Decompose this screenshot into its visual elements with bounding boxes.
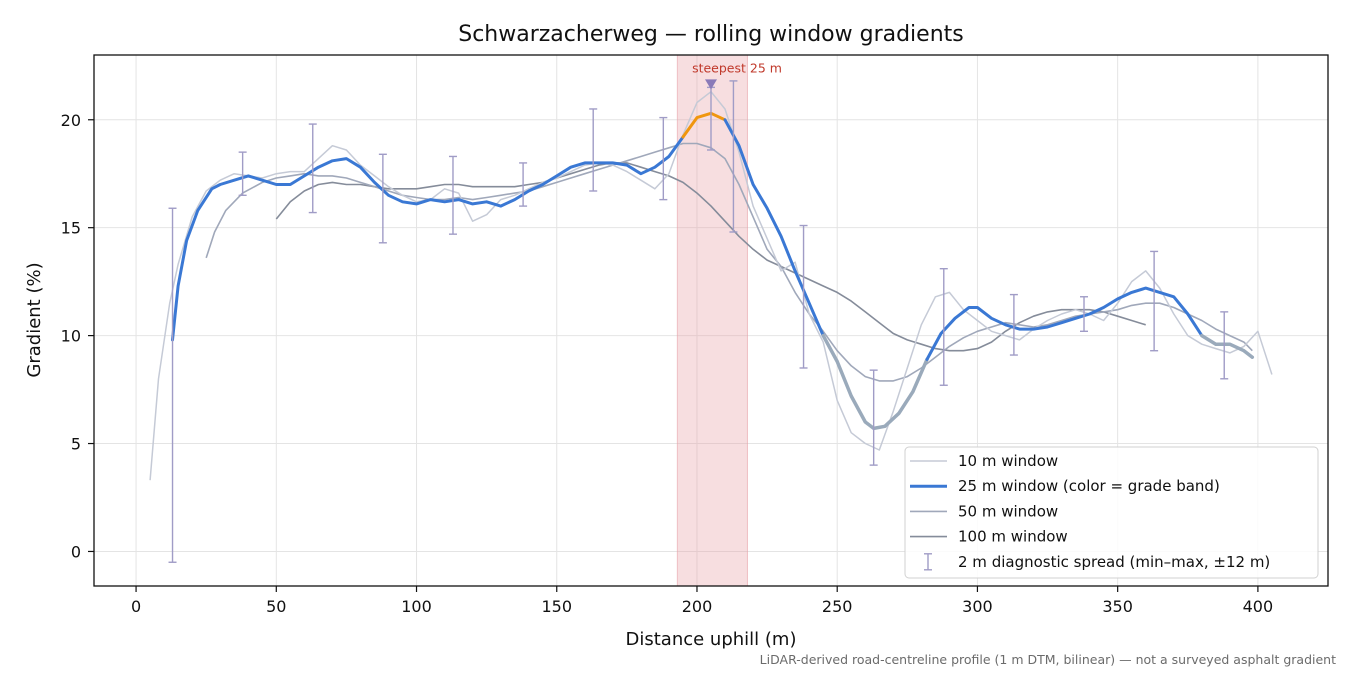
error-bar	[1150, 250, 1159, 352]
x-tick-label: 250	[822, 597, 853, 616]
series-line-25m-low	[821, 333, 929, 431]
legend-box	[904, 446, 1319, 579]
error-bar	[939, 267, 948, 386]
x-tick-label: 150	[541, 597, 572, 616]
legend-entry: 10 m window	[910, 452, 1058, 470]
error-bar	[448, 155, 457, 235]
axis-ticks: 0 50 100 150 200 250 300 350 400 0 5 10 15 20	[61, 111, 1274, 616]
series-line-25m-mid	[171, 135, 685, 342]
error-bars	[168, 80, 1229, 563]
series-line-10m	[149, 90, 1273, 481]
x-tick-label: 50	[266, 597, 286, 616]
error-bar	[1009, 293, 1018, 356]
steepest-annotation: steepest 25 m	[692, 60, 782, 75]
x-tick-label: 300	[962, 597, 993, 616]
error-bar	[799, 224, 808, 369]
error-bar	[168, 207, 177, 563]
error-bar	[519, 162, 528, 207]
series-lines	[149, 90, 1273, 481]
y-tick-label: 0	[71, 542, 81, 561]
y-tick-label: 15	[61, 219, 81, 238]
x-axis-label: Distance uphill (m)	[626, 629, 797, 650]
error-bar	[308, 123, 317, 214]
legend-label: 10 m window	[958, 452, 1058, 470]
series-line-25m-peak	[681, 111, 727, 139]
plot-frame	[93, 54, 1329, 587]
legend-entry: 25 m window (color = grade band)	[910, 477, 1220, 495]
error-bar	[1080, 296, 1089, 332]
error-bar	[238, 151, 247, 197]
y-tick-label: 5	[71, 435, 81, 454]
error-bar	[1220, 311, 1229, 380]
legend: 10 m window 25 m window (color = grade ba…	[904, 446, 1319, 579]
error-bar	[659, 116, 668, 201]
series-line-25m-mid	[723, 118, 825, 338]
footnote: LiDAR-derived road-centreline profile (1…	[760, 652, 1336, 667]
error-bar	[378, 153, 387, 244]
legend-entry: 50 m window	[910, 502, 1058, 520]
series-line-25m-mid	[925, 286, 1204, 361]
error-bar	[589, 108, 598, 192]
error-bar	[729, 80, 738, 233]
chart-title: Schwarzacherweg — rolling window gradien…	[458, 22, 964, 47]
steepest-window-band	[676, 54, 748, 587]
y-tick-label: 20	[61, 111, 81, 130]
y-axis-label: Gradient (%)	[24, 262, 45, 377]
legend-entry: 100 m window	[910, 528, 1068, 546]
steepest-marker	[705, 79, 717, 90]
x-tick-label: 350	[1102, 597, 1133, 616]
legend-label: 2 m diagnostic spread (min–max, ±12 m)	[958, 553, 1270, 571]
legend-label: 25 m window (color = grade band)	[958, 477, 1220, 495]
y-tick-label: 10	[61, 327, 81, 346]
series-line-25m-low	[1200, 333, 1255, 359]
x-tick-label: 0	[131, 597, 141, 616]
x-tick-label: 100	[401, 597, 432, 616]
legend-label: 100 m window	[958, 528, 1068, 546]
legend-entry: 2 m diagnostic spread (min–max, ±12 m)	[924, 553, 1270, 571]
x-tick-label: 200	[682, 597, 713, 616]
error-bar	[869, 369, 878, 466]
x-tick-label: 400	[1243, 597, 1274, 616]
legend-label: 50 m window	[958, 502, 1058, 520]
